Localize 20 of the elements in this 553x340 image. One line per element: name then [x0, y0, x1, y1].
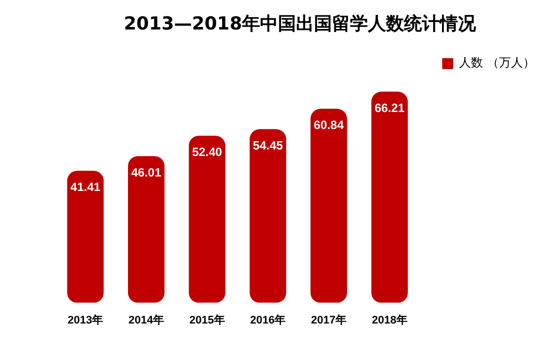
x-tick-label: 2014年	[128, 313, 164, 326]
bar	[371, 92, 408, 303]
x-tick-label: 2016年	[250, 313, 286, 326]
bar	[188, 136, 226, 303]
x-tick-label: 2013年	[68, 313, 104, 326]
x-tick-label: 2015年	[189, 313, 225, 326]
data-label: 46.01	[131, 165, 162, 180]
bar	[250, 129, 286, 303]
bar	[128, 156, 164, 303]
x-tick-label: 2018年	[372, 313, 408, 326]
bar	[310, 108, 347, 303]
data-label: 60.84	[314, 118, 344, 132]
chart-title: 2013—2018年中国出国留学人数统计情况	[124, 13, 478, 34]
x-tick-label: 2017年	[311, 313, 346, 326]
data-label: 66.21	[374, 100, 405, 115]
legend-label: 人数 （万人）	[459, 56, 536, 70]
data-label: 41.41	[70, 180, 101, 194]
data-label: 52.40	[192, 145, 222, 160]
bar	[67, 170, 104, 303]
data-label: 54.45	[252, 138, 284, 152]
